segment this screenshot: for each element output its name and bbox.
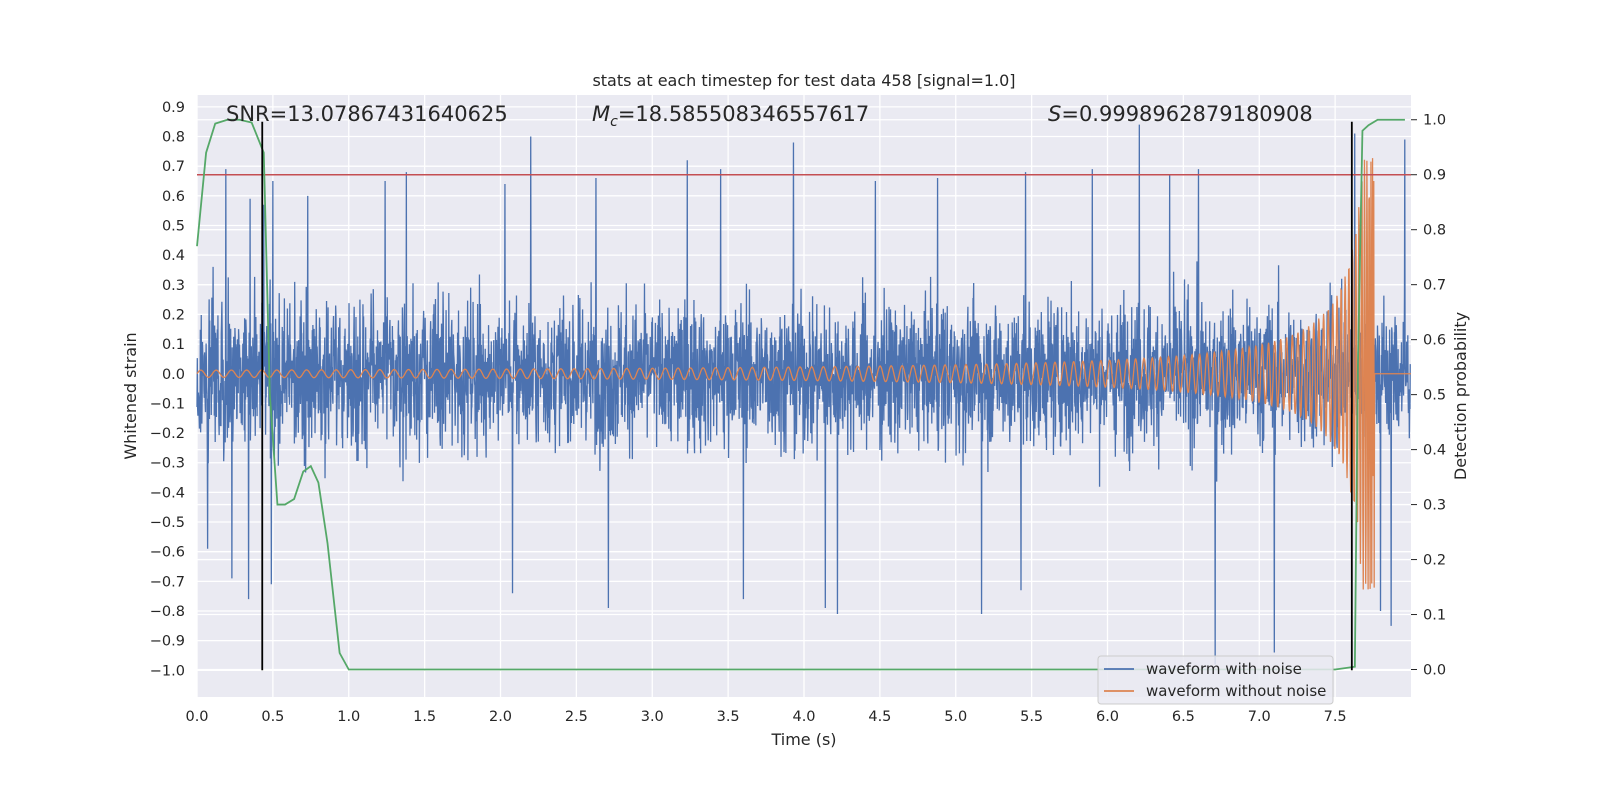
score-annotation: S=0.9998962879180908 xyxy=(1048,102,1313,126)
x-tick-label: 4.5 xyxy=(868,709,891,725)
y-tick-label: 0.4 xyxy=(162,248,185,264)
x-tick-label: 2.5 xyxy=(565,709,588,725)
y-tick-label: 0.8 xyxy=(162,130,185,146)
series-waveform-with-noise xyxy=(196,124,1411,665)
y2-tick-label: 0.7 xyxy=(1423,278,1446,294)
tick-labels: 0.0 0.5 1.0 1.5 2.0 2.5 3.0 3.5 4.0 4.5 5.0 5.5 6.0 6… xyxy=(150,100,1446,725)
x-tick-label: 0.5 xyxy=(261,709,284,725)
chirp-mass-symbol: M xyxy=(592,102,610,126)
y-tick-label: −0.1 xyxy=(150,396,185,412)
y-tick-label: −0.8 xyxy=(150,604,185,620)
x-tick-label: 3.0 xyxy=(641,709,664,725)
chirp-mass-subscript: c xyxy=(610,114,618,130)
y-tick-label: 0.9 xyxy=(162,100,185,116)
y-axis-label: Whitened strain xyxy=(121,332,140,459)
x-tick-label: 7.0 xyxy=(1248,709,1271,725)
x-tick-label: 6.5 xyxy=(1172,709,1195,725)
y2-tick-label: 1.0 xyxy=(1423,113,1446,129)
legend-label: waveform without noise xyxy=(1146,682,1326,700)
x-tick-label: 0.0 xyxy=(185,709,208,725)
y-tick-label: 0.5 xyxy=(162,218,185,234)
score-symbol: S xyxy=(1048,102,1061,126)
y-tick-label: −0.7 xyxy=(150,574,185,590)
chirp-mass-value: =18.585508346557617 xyxy=(618,102,869,126)
y-tick-label: −0.4 xyxy=(150,485,185,501)
y2-tick-label: 0.0 xyxy=(1423,663,1446,679)
x-tick-label: 4.0 xyxy=(792,709,815,725)
legend-label: waveform with noise xyxy=(1146,660,1302,678)
y2-tick-label: 0.2 xyxy=(1423,553,1446,569)
series-detection-probability xyxy=(196,118,1405,671)
snr-annotation: SNR=13.07867431640625 xyxy=(226,102,508,126)
x-tick-label: 7.5 xyxy=(1324,709,1347,725)
y-tick-label: −0.2 xyxy=(150,426,185,442)
y-tick-label: −1.0 xyxy=(150,663,185,679)
x-axis-label: Time (s) xyxy=(770,730,836,749)
y-tick-label: 0.7 xyxy=(162,159,185,175)
y-tick-label: −0.5 xyxy=(150,515,185,531)
y2-tick-label: 0.1 xyxy=(1423,608,1446,624)
x-tick-label: 1.5 xyxy=(413,709,436,725)
y-tick-label: 0.2 xyxy=(162,307,185,323)
y2-axis-label: Detection probability xyxy=(1451,312,1470,480)
y-tick-label: 0.6 xyxy=(162,189,185,205)
x-tick-label: 3.5 xyxy=(717,709,740,725)
plot-content xyxy=(196,118,1411,671)
y2-tick-label: 0.6 xyxy=(1423,333,1446,349)
y2-tick-label: 0.5 xyxy=(1423,388,1446,404)
score-value: =0.9998962879180908 xyxy=(1061,102,1312,126)
y-tick-label: 0.0 xyxy=(162,367,185,383)
x-tick-label: 5.0 xyxy=(944,709,967,725)
x-tick-label: 5.5 xyxy=(1020,709,1043,725)
series-waveform-without-noise xyxy=(196,158,1411,590)
y2-tick-label: 0.9 xyxy=(1423,168,1446,184)
x-tick-label: 2.0 xyxy=(489,709,512,725)
chirp-mass-annotation: Mc=18.585508346557617 xyxy=(592,102,869,130)
y-tick-label: 0.1 xyxy=(162,337,185,353)
y-tick-label: −0.6 xyxy=(150,545,185,561)
legend: waveform with noise waveform without nois… xyxy=(1097,655,1334,705)
y-tick-label: −0.9 xyxy=(150,634,185,650)
y2-tick-label: 0.3 xyxy=(1423,498,1446,514)
x-tick-label: 6.0 xyxy=(1096,709,1119,725)
chart-title: stats at each timestep for test data 458… xyxy=(592,71,1015,90)
legend-box xyxy=(1097,655,1334,705)
y2-tick-label: 0.4 xyxy=(1423,443,1446,459)
y-tick-label: 0.3 xyxy=(162,278,185,294)
y-tick-label: −0.3 xyxy=(150,456,185,472)
x-tick-label: 1.0 xyxy=(337,709,360,725)
y2-tick-label: 0.8 xyxy=(1423,223,1446,239)
